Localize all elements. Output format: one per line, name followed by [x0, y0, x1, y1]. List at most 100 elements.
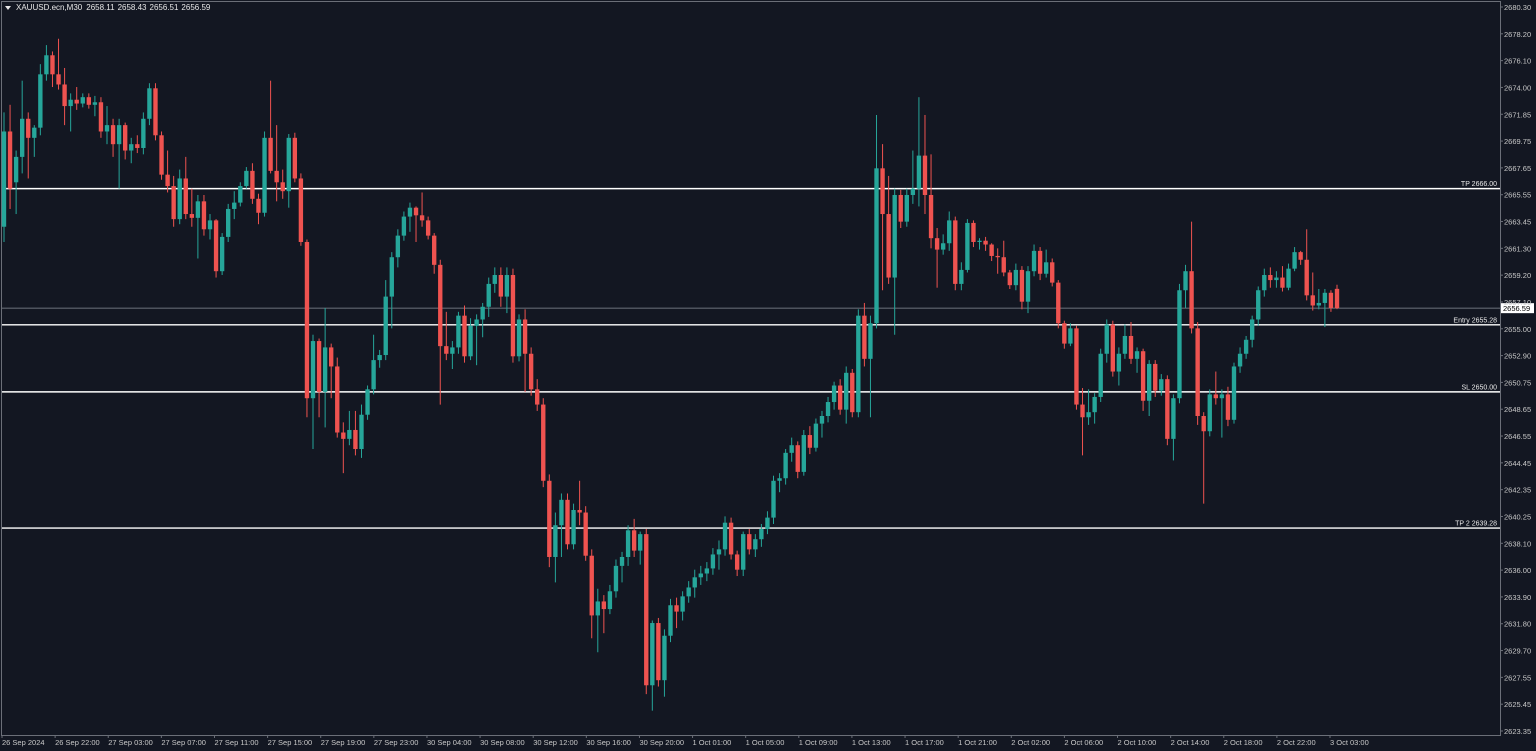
- y-tick-label: 2655.00: [1504, 325, 1531, 334]
- level-label: SL 2650.00: [1461, 384, 1497, 391]
- candle-body: [516, 319, 522, 357]
- dropdown-triangle-icon[interactable]: [5, 5, 11, 10]
- candle-body: [365, 389, 370, 415]
- candle-body: [1068, 328, 1073, 344]
- x-tick-label: 30 Sep 04:00: [427, 738, 472, 747]
- candle-body: [795, 445, 800, 472]
- candle-body: [256, 198, 261, 213]
- candle-body: [892, 194, 897, 278]
- candle-body: [286, 137, 291, 192]
- candle-body: [1316, 302, 1322, 306]
- candle-body: [1043, 262, 1049, 274]
- candle-body: [928, 194, 934, 239]
- candle-body: [801, 435, 806, 472]
- candle-body: [741, 534, 746, 570]
- candle-body: [292, 137, 298, 179]
- candle-body: [50, 55, 55, 75]
- current-price-tag: [1501, 303, 1534, 314]
- candle-body: [1140, 351, 1146, 401]
- x-tick-label: 1 Oct 13:00: [852, 738, 891, 747]
- candle-body: [1274, 277, 1279, 281]
- candle-body: [874, 168, 879, 324]
- ohlc-readout: 2658.11 2658.43 2656.51 2656.59: [86, 3, 210, 12]
- candle-body: [837, 385, 843, 410]
- candle-body: [753, 539, 758, 550]
- candle-body: [498, 275, 504, 297]
- candle-body: [68, 99, 73, 107]
- candle-body: [1256, 290, 1261, 320]
- high-value: 2658.43: [117, 3, 147, 12]
- candle-body: [1146, 363, 1152, 401]
- candle-body: [19, 118, 25, 157]
- candle-body: [995, 255, 1000, 258]
- candle-body: [1080, 404, 1085, 418]
- candle-body: [1159, 379, 1164, 391]
- candle-body: [395, 235, 401, 258]
- candle-body: [347, 429, 352, 439]
- candle-body: [850, 372, 855, 413]
- candle-body: [589, 555, 594, 616]
- candle-body: [450, 347, 455, 354]
- y-tick-label: 2640.25: [1504, 512, 1531, 521]
- candle-body: [880, 168, 885, 215]
- candle-body: [1219, 394, 1225, 399]
- y-tick-label: 2671.85: [1504, 110, 1531, 119]
- candle-body: [1310, 295, 1315, 306]
- candle-body: [141, 118, 146, 148]
- candle-body: [1104, 324, 1109, 354]
- candle-body: [359, 414, 364, 450]
- y-tick-label: 2657.10: [1504, 298, 1531, 307]
- x-tick-label: 26 Sep 2024: [2, 738, 45, 747]
- x-tick-label: 27 Sep 19:00: [321, 738, 366, 747]
- candle-body: [989, 244, 994, 256]
- candle-body: [1050, 262, 1055, 283]
- candle-body: [613, 565, 619, 592]
- candle-body: [86, 97, 92, 105]
- candle-body: [704, 568, 710, 574]
- candle-body: [904, 194, 909, 222]
- candle-body: [353, 429, 358, 450]
- candle-body: [607, 591, 613, 610]
- candle-body: [1189, 271, 1194, 329]
- candle-body: [1086, 412, 1091, 418]
- candle-body: [438, 264, 443, 347]
- candle-body: [492, 275, 497, 284]
- candle-body: [898, 194, 903, 222]
- candle-body: [383, 296, 388, 356]
- x-tick-label: 2 Oct 10:00: [1118, 738, 1157, 747]
- symbol-header: XAUUSD.ecn,M30 2658.11 2658.43 2656.51 2…: [5, 3, 210, 12]
- candle-body: [104, 125, 110, 132]
- candle-body: [189, 214, 195, 218]
- candle-body: [710, 554, 716, 569]
- candle-body: [219, 236, 225, 272]
- candle-body: [56, 74, 61, 85]
- candle-body: [1268, 275, 1273, 281]
- y-tick-label: 2627.55: [1504, 673, 1531, 682]
- candle-body: [1298, 252, 1303, 260]
- x-tick-label: 26 Sep 22:00: [55, 738, 100, 747]
- candle-body: [195, 201, 201, 218]
- candle-body: [92, 102, 98, 105]
- candle-body: [559, 499, 564, 526]
- candle-body: [1249, 319, 1255, 340]
- price-axis: 2680.30 2678.20 2676.10 2674.00 2671.85 2669.…: [1500, 3, 1531, 736]
- candle-body: [153, 88, 158, 136]
- y-tick-label: 2631.80: [1504, 620, 1531, 629]
- x-tick-label: 27 Sep 23:00: [374, 738, 419, 747]
- candle-body: [280, 182, 285, 192]
- y-tick-label: 2659.20: [1504, 271, 1531, 280]
- candle-body: [13, 156, 19, 183]
- candle-body: [1292, 252, 1297, 269]
- candle-body: [1134, 351, 1140, 359]
- candle-body: [553, 525, 558, 557]
- candle-body: [631, 530, 637, 551]
- open-value: 2658.11: [86, 3, 115, 12]
- candle-body: [1280, 277, 1285, 288]
- candle-body: [1153, 363, 1158, 391]
- candle-body: [341, 432, 346, 439]
- candle-body: [62, 84, 67, 107]
- candle-body: [625, 530, 631, 557]
- candle-body: [940, 243, 946, 250]
- candle-body: [783, 452, 788, 479]
